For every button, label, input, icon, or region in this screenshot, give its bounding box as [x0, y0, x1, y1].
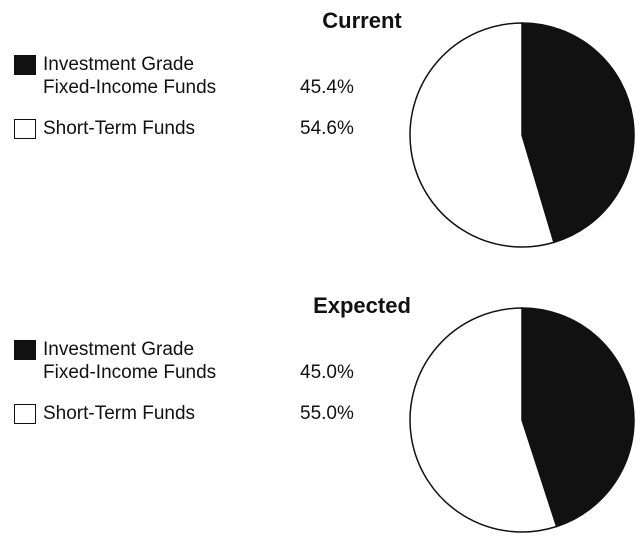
- legend-swatch: [14, 340, 36, 360]
- legend-label: Investment Grade Fixed-Income Funds: [43, 54, 217, 98]
- pie-slice: [521, 22, 635, 244]
- pie-slice: [409, 22, 555, 248]
- chart-title: Expected: [313, 293, 411, 318]
- value-label: 45.0%: [300, 362, 354, 383]
- legend-label: Short-Term Funds: [43, 403, 196, 424]
- legend-swatch: [14, 404, 36, 424]
- pie-slice: [521, 307, 635, 528]
- value-label: 54.6%: [300, 118, 354, 139]
- chart-title: Current: [322, 8, 402, 33]
- legend-swatch: [14, 55, 36, 75]
- pie-slice: [409, 307, 558, 533]
- value-label: 45.4%: [300, 77, 354, 98]
- value-label: 55.0%: [300, 403, 354, 424]
- legend-label: Short-Term Funds: [43, 118, 196, 139]
- legend-swatch: [14, 119, 36, 139]
- legend-label: Investment Grade Fixed-Income Funds: [43, 339, 217, 383]
